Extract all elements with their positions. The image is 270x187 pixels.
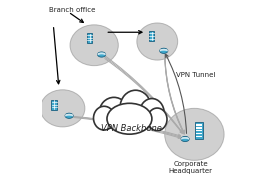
Ellipse shape (137, 23, 178, 60)
Bar (198, 130, 200, 131)
Ellipse shape (40, 90, 85, 127)
Ellipse shape (107, 103, 152, 134)
Bar (200, 130, 202, 131)
Text: Corporate
Headquarter: Corporate Headquarter (169, 161, 213, 174)
Bar (196, 133, 198, 134)
Bar (198, 127, 200, 128)
Bar (196, 136, 198, 137)
Bar (195, 122, 203, 139)
Ellipse shape (97, 52, 106, 57)
Ellipse shape (140, 99, 164, 127)
Bar (196, 130, 198, 131)
Bar (198, 124, 200, 126)
Bar (198, 133, 200, 134)
Bar (200, 124, 202, 126)
Ellipse shape (165, 108, 224, 160)
Ellipse shape (70, 25, 118, 66)
Ellipse shape (147, 108, 167, 131)
Text: VPN Tunnel: VPN Tunnel (176, 72, 215, 78)
Bar (200, 133, 202, 134)
Text: Branch office: Branch office (49, 7, 95, 13)
Bar (200, 136, 202, 137)
Bar (196, 127, 198, 128)
Ellipse shape (65, 113, 73, 118)
Ellipse shape (120, 90, 151, 125)
Ellipse shape (99, 97, 129, 128)
Ellipse shape (181, 136, 189, 142)
Bar (149, 31, 154, 41)
Ellipse shape (93, 106, 115, 130)
Bar (196, 124, 198, 126)
Ellipse shape (160, 48, 168, 53)
Bar (87, 33, 92, 43)
Bar (52, 99, 57, 110)
Bar (198, 136, 200, 137)
Bar (200, 127, 202, 128)
Text: VPN Backbone: VPN Backbone (101, 124, 162, 133)
